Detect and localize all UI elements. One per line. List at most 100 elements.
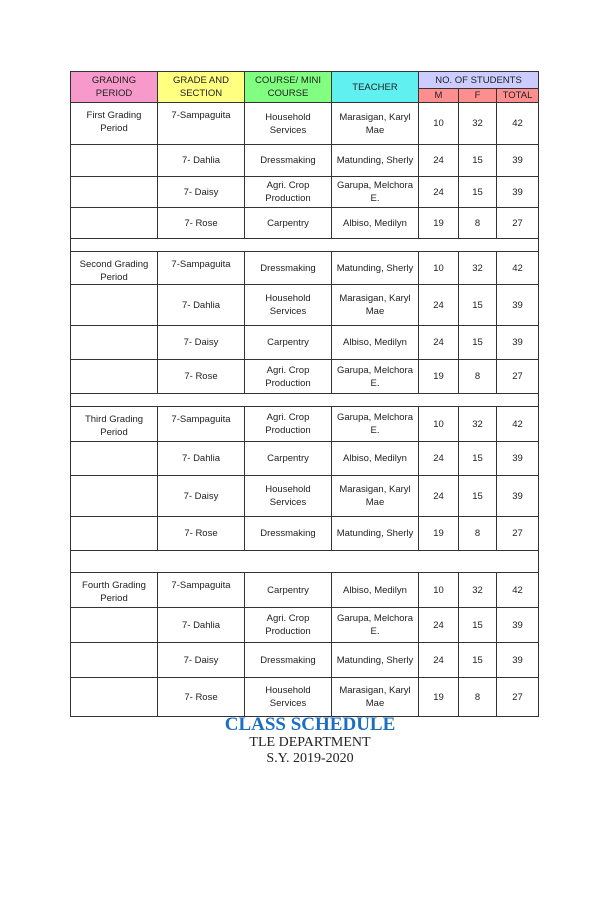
spacer-cell (70, 238, 539, 252)
table-row: 7- Rose Agri. Crop Production Garupa, Melc… (70, 359, 539, 394)
female-count-cell: 15 (458, 144, 497, 177)
male-count-cell: 24 (418, 607, 459, 643)
female-count-cell: 8 (458, 677, 497, 717)
table-row: 7- Dahlia Carpentry Albiso, Medilyn 24 15 39 (70, 441, 539, 476)
total-count-cell: 39 (496, 144, 539, 177)
section-cell: 7-Sampaguita (157, 572, 245, 608)
teacher-cell: Garupa, Melchora E. (331, 176, 419, 208)
total-count-cell: 39 (496, 284, 539, 326)
teacher-cell: Matunding, Sherly (331, 642, 419, 678)
table-row: 7- Daisy Household Services Marasigan, Kar… (70, 475, 539, 517)
header-f: F (458, 88, 497, 103)
female-count-cell: 15 (458, 475, 497, 517)
teacher-cell: Marasigan, Karyl Mae (331, 102, 419, 145)
title: CLASS SCHEDULE (224, 714, 396, 735)
course-cell: Dressmaking (244, 144, 332, 177)
course-cell: Agri. Crop Production (244, 406, 332, 442)
table-row: 7- Dahlia Dressmaking Matunding, Sherly 24 1… (70, 144, 539, 177)
total-count-cell: 42 (496, 251, 539, 285)
table-row: 7- Dahlia Household Services Marasigan, Ka… (70, 284, 539, 326)
header-m: M (418, 88, 459, 103)
grading-period-cell: Fourth Grading Period (70, 572, 158, 608)
section-cell: 7- Dahlia (157, 284, 245, 326)
spacer-row (70, 393, 539, 407)
school-year: S.Y. 2019-2020 (266, 751, 354, 766)
female-count-cell: 15 (458, 607, 497, 643)
table-row: 7- Daisy Carpentry Albiso, Medilyn 24 15 39 (70, 325, 539, 360)
teacher-cell: Marasigan, Karyl Mae (331, 475, 419, 517)
grading-period-cell (70, 359, 158, 394)
section-cell: 7-Sampaguita (157, 102, 245, 145)
table-row: First Grading Period 7-Sampaguita Househol… (70, 102, 539, 145)
grading-period-cell (70, 642, 158, 678)
department: TLE DEPARTMENT (249, 735, 371, 750)
course-cell: Carpentry (244, 325, 332, 360)
total-count-cell: 39 (496, 325, 539, 360)
male-count-cell: 24 (418, 325, 459, 360)
header-grading-period: GRADING PERIOD (70, 71, 158, 103)
female-count-cell: 8 (458, 516, 497, 551)
spacer-cell (70, 393, 539, 407)
total-count-cell: 39 (496, 176, 539, 208)
male-count-cell: 10 (418, 572, 459, 608)
teacher-cell: Matunding, Sherly (331, 251, 419, 285)
class-schedule-table: GRADING PERIOD GRADE AND SECTION COURSE/… (70, 71, 539, 717)
total-count-cell: 39 (496, 441, 539, 476)
total-count-cell: 27 (496, 207, 539, 239)
total-count-cell: 42 (496, 572, 539, 608)
table-row: Third Grading Period 7-Sampaguita Agri. Cr… (70, 406, 539, 442)
male-count-cell: 24 (418, 144, 459, 177)
course-cell: Household Services (244, 284, 332, 326)
table-row: 7- Rose Carpentry Albiso, Medilyn 19 8 27 (70, 207, 539, 239)
total-count-cell: 27 (496, 677, 539, 717)
male-count-cell: 24 (418, 284, 459, 326)
course-cell: Household Services (244, 102, 332, 145)
grading-period-cell (70, 441, 158, 476)
female-count-cell: 15 (458, 176, 497, 208)
male-count-cell: 19 (418, 207, 459, 239)
grading-period-cell: Third Grading Period (70, 406, 158, 442)
female-count-cell: 32 (458, 251, 497, 285)
course-cell: Dressmaking (244, 251, 332, 285)
header-students: NO. OF STUDENTS (418, 71, 539, 89)
female-count-cell: 15 (458, 642, 497, 678)
section-cell: 7- Rose (157, 207, 245, 239)
teacher-cell: Albiso, Medilyn (331, 572, 419, 608)
section-cell: 7- Rose (157, 677, 245, 717)
spacer-row (70, 550, 539, 573)
header-teacher: TEACHER (331, 71, 419, 103)
course-cell: Agri. Crop Production (244, 176, 332, 208)
teacher-cell: Albiso, Medilyn (331, 325, 419, 360)
male-count-cell: 19 (418, 359, 459, 394)
male-count-cell: 24 (418, 441, 459, 476)
female-count-cell: 15 (458, 284, 497, 326)
female-count-cell: 32 (458, 572, 497, 608)
course-cell: Carpentry (244, 441, 332, 476)
table-row: 7- Daisy Dressmaking Matunding, Sherly 24 15… (70, 642, 539, 678)
teacher-cell: Matunding, Sherly (331, 144, 419, 177)
female-count-cell: 8 (458, 207, 497, 239)
male-count-cell: 24 (418, 475, 459, 517)
header-grade-section: GRADE AND SECTION (157, 71, 245, 103)
male-count-cell: 10 (418, 406, 459, 442)
female-count-cell: 8 (458, 359, 497, 394)
section-cell: 7- Rose (157, 516, 245, 551)
grading-period-cell (70, 176, 158, 208)
male-count-cell: 24 (418, 642, 459, 678)
male-count-cell: 10 (418, 251, 459, 285)
male-count-cell: 19 (418, 516, 459, 551)
grading-period-cell (70, 325, 158, 360)
course-cell: Agri. Crop Production (244, 607, 332, 643)
section-cell: 7- Daisy (157, 475, 245, 517)
teacher-cell: Albiso, Medilyn (331, 207, 419, 239)
total-count-cell: 42 (496, 406, 539, 442)
spacer-cell (70, 550, 539, 573)
section-cell: 7-Sampaguita (157, 406, 245, 442)
grading-period-cell (70, 516, 158, 551)
table-row: 7- Rose Dressmaking Matunding, Sherly 19 8 27 (70, 516, 539, 551)
female-count-cell: 15 (458, 441, 497, 476)
grading-period-cell (70, 475, 158, 517)
total-count-cell: 27 (496, 516, 539, 551)
table-row: Second Grading Period 7-Sampaguita Dressma… (70, 251, 539, 285)
female-count-cell: 32 (458, 406, 497, 442)
